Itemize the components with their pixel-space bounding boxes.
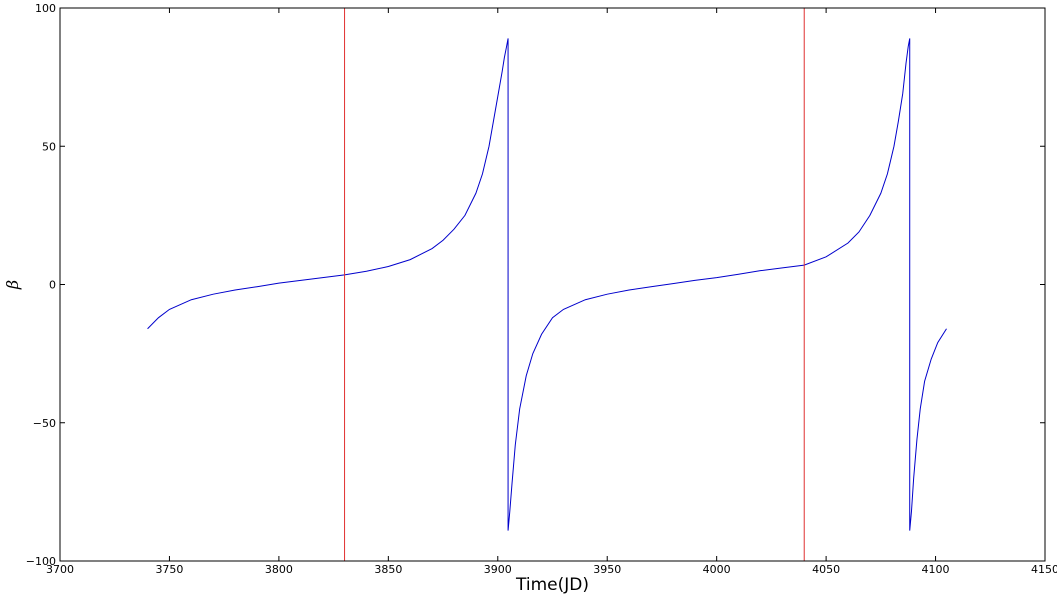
y-tick-label: 0 bbox=[49, 279, 56, 292]
y-tick-label: 50 bbox=[42, 140, 56, 153]
axes-frame bbox=[59, 7, 1046, 562]
plot-area bbox=[147, 8, 947, 561]
y-axis-label: β bbox=[3, 280, 22, 290]
y-tick-label: −100 bbox=[26, 555, 56, 568]
x-tick-label: 4100 bbox=[922, 563, 950, 576]
x-tick-label: 3750 bbox=[155, 563, 183, 576]
x-tick-label: 3900 bbox=[484, 563, 512, 576]
x-tick-label: 3850 bbox=[374, 563, 402, 576]
y-axis: −100 −50 0 50 100 bbox=[26, 2, 1045, 568]
x-axis: 3700 3750 3800 3850 3900 3950 4000 4050 4100 4150 bbox=[46, 8, 1057, 576]
y-tick-label: 100 bbox=[35, 2, 56, 15]
x-tick-label: 4000 bbox=[703, 563, 731, 576]
series-line-0 bbox=[147, 38, 947, 531]
x-tick-label: 4150 bbox=[1031, 563, 1057, 576]
x-tick-label: 3700 bbox=[46, 563, 74, 576]
x-tick-label: 4050 bbox=[812, 563, 840, 576]
x-tick-label: 3800 bbox=[265, 563, 293, 576]
y-tick-label: −50 bbox=[33, 417, 56, 430]
x-axis-label: Time(JD) bbox=[515, 575, 589, 595]
x-tick-label: 3950 bbox=[593, 563, 621, 576]
